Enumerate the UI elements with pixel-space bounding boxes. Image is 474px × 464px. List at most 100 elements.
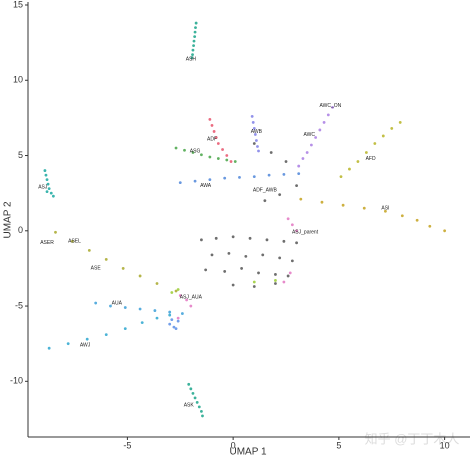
point	[244, 254, 248, 258]
point	[356, 160, 360, 163]
y-tick-label: 5	[18, 150, 23, 160]
point	[428, 224, 432, 228]
point	[362, 206, 366, 210]
point	[309, 143, 313, 147]
point	[208, 155, 212, 159]
x-axis-title: UMAP 1	[229, 447, 266, 458]
x-tick-label: 0	[231, 440, 236, 450]
cluster-label: AWB	[251, 129, 263, 135]
point	[297, 164, 301, 168]
point	[290, 259, 294, 263]
point	[331, 105, 334, 109]
cluster-label: ASJ_parent	[292, 230, 319, 236]
y-tick-label: 0	[18, 225, 23, 235]
point	[252, 127, 256, 130]
point	[194, 21, 198, 25]
point	[43, 169, 47, 172]
point	[210, 124, 214, 127]
y-tick-label: -10	[10, 376, 23, 386]
point	[85, 337, 89, 341]
point	[155, 316, 159, 320]
point	[109, 304, 112, 308]
point	[415, 218, 419, 222]
point	[265, 238, 269, 242]
point	[341, 203, 345, 207]
point	[189, 304, 193, 308]
point	[94, 301, 98, 305]
point	[322, 121, 326, 124]
cluster-label: AUA	[112, 300, 123, 306]
point	[214, 236, 218, 240]
point	[212, 130, 216, 133]
point	[178, 294, 182, 297]
point	[138, 307, 142, 311]
point	[66, 342, 70, 346]
point	[238, 175, 241, 179]
point	[384, 209, 387, 213]
point	[269, 151, 273, 154]
point	[87, 248, 91, 252]
cluster-label: ASEL	[68, 239, 81, 245]
point	[208, 178, 212, 182]
point	[390, 127, 394, 130]
point	[233, 160, 237, 163]
point	[274, 282, 277, 285]
point	[229, 160, 233, 163]
cluster-label: ASG	[190, 148, 201, 154]
point	[140, 321, 144, 325]
point	[290, 223, 294, 227]
point	[172, 325, 176, 329]
point	[267, 173, 271, 177]
x-tick-label: -5	[123, 440, 131, 450]
cluster-label: ASE	[91, 266, 102, 272]
point	[185, 298, 189, 302]
point	[193, 179, 197, 183]
point	[47, 187, 51, 191]
cluster-label: ASI	[381, 206, 389, 212]
point	[299, 197, 303, 201]
point	[301, 157, 305, 160]
point	[339, 175, 343, 179]
point	[297, 172, 301, 175]
point	[305, 151, 309, 154]
point	[195, 400, 199, 404]
point	[210, 253, 214, 257]
point	[288, 271, 292, 275]
point	[123, 327, 127, 331]
point	[256, 145, 259, 148]
point	[193, 30, 197, 34]
point	[190, 56, 194, 60]
point	[168, 322, 172, 326]
point	[278, 256, 282, 260]
cluster-label: AWC	[304, 132, 316, 138]
point	[170, 291, 174, 294]
point	[216, 157, 220, 160]
point	[104, 257, 108, 261]
point	[348, 167, 351, 171]
cluster-label: ADF_AWB	[253, 187, 278, 193]
point	[193, 396, 197, 400]
y-axis-title: UMAP 2	[3, 201, 14, 238]
point	[221, 148, 224, 151]
y-tick-label: 10	[13, 75, 23, 85]
point	[176, 316, 180, 320]
point	[192, 44, 195, 48]
point	[278, 193, 282, 197]
point	[45, 178, 49, 182]
point	[255, 139, 258, 142]
point	[216, 142, 220, 145]
cluster-label: AFD	[366, 156, 376, 162]
point	[252, 142, 256, 145]
point	[178, 181, 182, 185]
point	[51, 194, 55, 198]
cluster-label: ASJ_AUA	[180, 294, 203, 300]
point	[253, 133, 257, 136]
point	[183, 148, 186, 152]
point	[214, 136, 218, 139]
point	[274, 273, 277, 276]
point	[314, 136, 318, 139]
point	[398, 121, 402, 124]
point	[443, 229, 447, 233]
point	[180, 312, 184, 315]
